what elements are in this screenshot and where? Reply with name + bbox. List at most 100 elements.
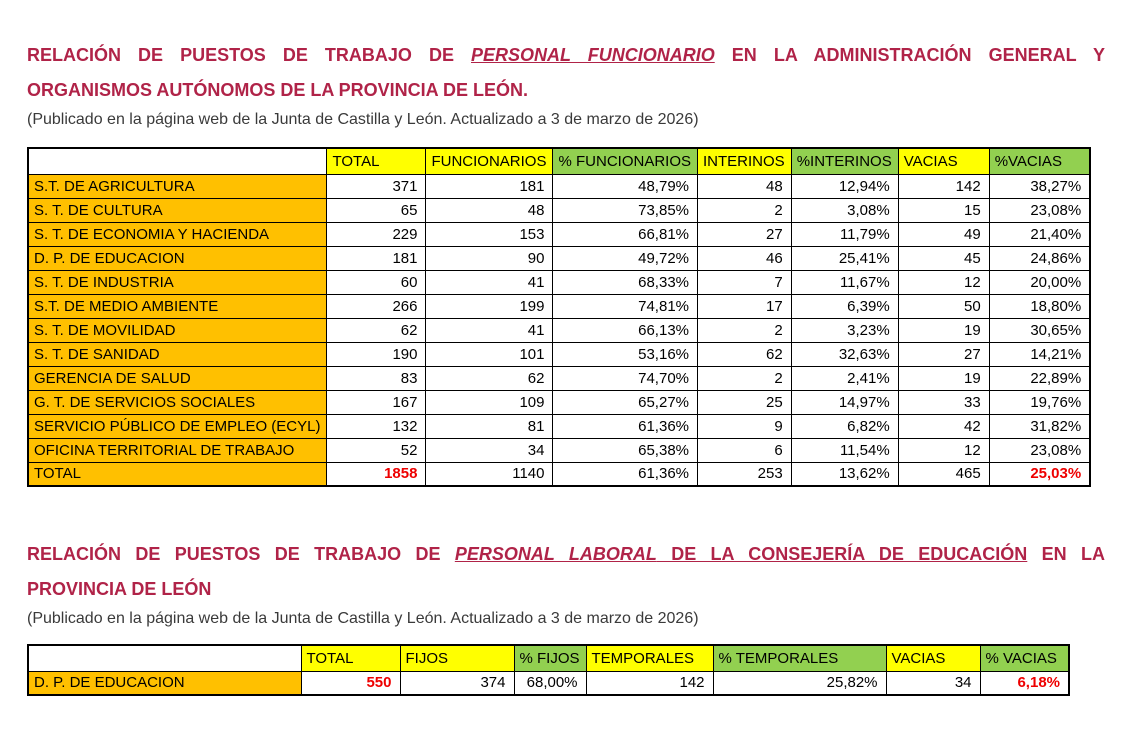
value-cell-interinos: 17 — [697, 293, 792, 319]
value-cell-total: 60 — [326, 269, 427, 295]
section2-title-line2: PROVINCIA DE LEÓN — [27, 579, 212, 599]
funcionario-table: TOTAL FUNCIONARIOS % FUNCIONARIOS INTERI… — [27, 147, 1092, 487]
row-label-cell: S.T. DE MEDIO AMBIENTE — [27, 293, 328, 319]
value-cell-pct-temporales: 25,82% — [712, 670, 887, 696]
value-cell-pct-vacias: 23,08% — [988, 437, 1091, 463]
total-row: TOTAL 1858 1140 61,36% 253 13,62% 465 25… — [27, 461, 1091, 487]
value-cell-pct-vacias: 19,76% — [988, 389, 1091, 415]
value-cell-pct-interinos: 6,82% — [790, 413, 899, 439]
column-header-blank — [27, 644, 302, 672]
value-cell-pct-funcionarios: 74,81% — [552, 293, 698, 319]
row-label-cell: S. T. DE ECONOMIA Y HACIENDA — [27, 221, 328, 247]
value-cell-total: 181 — [326, 245, 427, 271]
table-row: S. T. DE CULTURA 65 48 73,85% 2 3,08% 15… — [27, 197, 1091, 223]
value-cell-interinos: 2 — [697, 365, 792, 391]
title-text: RELACIÓN DE PUESTOS DE TRABAJO DE — [27, 544, 455, 564]
value-cell-pct-funcionarios: 65,27% — [552, 389, 698, 415]
value-cell-vacias: 50 — [897, 293, 990, 319]
value-cell-funcionarios: 41 — [425, 317, 554, 343]
total-value-cell-total: 1858 — [326, 461, 427, 487]
section2-title: RELACIÓN DE PUESTOS DE TRABAJO DE PERSON… — [27, 537, 1105, 607]
table-row: S.T. DE MEDIO AMBIENTE 266 199 74,81% 17… — [27, 293, 1091, 319]
value-cell-interinos: 62 — [697, 341, 792, 367]
value-cell-interinos: 2 — [697, 317, 792, 343]
row-label-cell: S. T. DE MOVILIDAD — [27, 317, 328, 343]
table-row: S. T. DE ECONOMIA Y HACIENDA 229 153 66,… — [27, 221, 1091, 247]
document-page: RELACIÓN DE PUESTOS DE TRABAJO DE PERSON… — [27, 38, 1105, 696]
section2-title-line1: RELACIÓN DE PUESTOS DE TRABAJO DE PERSON… — [27, 537, 1105, 572]
value-cell-interinos: 6 — [697, 437, 792, 463]
section1-title-line2: ORGANISMOS AUTÓNOMOS DE LA PROVINCIA DE … — [27, 80, 529, 100]
total-value-cell-interinos: 253 — [697, 461, 792, 487]
laboral-table-header-row: TOTAL FIJOS % FIJOS TEMPORALES % TEMPORA… — [27, 644, 1070, 672]
value-cell-pct-interinos: 12,94% — [790, 173, 899, 199]
value-cell-total: 550 — [300, 670, 401, 696]
value-cell-total: 167 — [326, 389, 427, 415]
value-cell-funcionarios: 199 — [425, 293, 554, 319]
value-cell-pct-interinos: 2,41% — [790, 365, 899, 391]
value-cell-pct-funcionarios: 74,70% — [552, 365, 698, 391]
value-cell-vacias: 15 — [897, 197, 990, 223]
column-header-blank — [27, 147, 328, 175]
value-cell-pct-funcionarios: 73,85% — [552, 197, 698, 223]
value-cell-pct-funcionarios: 65,38% — [552, 437, 698, 463]
column-header-interinos: INTERINOS — [697, 147, 792, 175]
section1-title: RELACIÓN DE PUESTOS DE TRABAJO DE PERSON… — [27, 38, 1105, 108]
section1-subtitle: (Publicado en la página web de la Junta … — [27, 111, 699, 128]
value-cell-pct-funcionarios: 66,13% — [552, 317, 698, 343]
value-cell-vacias: 27 — [897, 341, 990, 367]
value-cell-pct-interinos: 11,79% — [790, 221, 899, 247]
row-label-cell: OFICINA TERRITORIAL DE TRABAJO — [27, 437, 328, 463]
row-label-cell: S. T. DE SANIDAD — [27, 341, 328, 367]
value-cell-pct-funcionarios: 68,33% — [552, 269, 698, 295]
value-cell-pct-vacias: 21,40% — [988, 221, 1091, 247]
value-cell-interinos: 25 — [697, 389, 792, 415]
value-cell-funcionarios: 62 — [425, 365, 554, 391]
value-cell-vacias: 19 — [897, 317, 990, 343]
value-cell-pct-funcionarios: 53,16% — [552, 341, 698, 367]
table-row: D. P. DE EDUCACION 550 374 68,00% 142 25… — [27, 670, 1070, 696]
row-label-cell: D. P. DE EDUCACION — [27, 670, 302, 696]
table-row: S. T. DE MOVILIDAD 62 41 66,13% 2 3,23% … — [27, 317, 1091, 343]
value-cell-pct-vacias: 38,27% — [988, 173, 1091, 199]
value-cell-pct-vacias: 6,18% — [979, 670, 1070, 696]
row-label-cell: D. P. DE EDUCACION — [27, 245, 328, 271]
value-cell-pct-interinos: 14,97% — [790, 389, 899, 415]
value-cell-pct-vacias: 30,65% — [988, 317, 1091, 343]
table-row: S.T. DE AGRICULTURA 371 181 48,79% 48 12… — [27, 173, 1091, 199]
value-cell-pct-fijos: 68,00% — [513, 670, 587, 696]
value-cell-interinos: 7 — [697, 269, 792, 295]
total-value-cell-funcionarios: 1140 — [425, 461, 554, 487]
value-cell-interinos: 9 — [697, 413, 792, 439]
value-cell-total: 190 — [326, 341, 427, 367]
column-header-temporales: TEMPORALES — [585, 644, 714, 672]
funcionario-table-header-row: TOTAL FUNCIONARIOS % FUNCIONARIOS INTERI… — [27, 147, 1091, 175]
value-cell-interinos: 27 — [697, 221, 792, 247]
table-row: S. T. DE INDUSTRIA 60 41 68,33% 7 11,67%… — [27, 269, 1091, 295]
value-cell-total: 62 — [326, 317, 427, 343]
value-cell-funcionarios: 34 — [425, 437, 554, 463]
value-cell-pct-vacias: 20,00% — [988, 269, 1091, 295]
value-cell-pct-vacias: 18,80% — [988, 293, 1091, 319]
column-header-total: TOTAL — [326, 147, 427, 175]
title-text: EN LA — [1027, 544, 1105, 564]
value-cell-total: 132 — [326, 413, 427, 439]
value-cell-funcionarios: 48 — [425, 197, 554, 223]
value-cell-vacias: 42 — [897, 413, 990, 439]
column-header-fijos: FIJOS — [399, 644, 515, 672]
total-value-cell-pct-interinos: 13,62% — [790, 461, 899, 487]
value-cell-pct-vacias: 22,89% — [988, 365, 1091, 391]
value-cell-total: 65 — [326, 197, 427, 223]
table-row: SERVICIO PÚBLICO DE EMPLEO (ECYL) 132 81… — [27, 413, 1091, 439]
table-row: OFICINA TERRITORIAL DE TRABAJO 52 34 65,… — [27, 437, 1091, 463]
value-cell-pct-vacias: 24,86% — [988, 245, 1091, 271]
value-cell-vacias: 12 — [897, 437, 990, 463]
value-cell-vacias: 33 — [897, 389, 990, 415]
column-header-total: TOTAL — [300, 644, 401, 672]
value-cell-total: 52 — [326, 437, 427, 463]
row-label-cell: S. T. DE INDUSTRIA — [27, 269, 328, 295]
title-text: EN LA ADMINISTRACIÓN GENERAL Y — [714, 45, 1105, 65]
value-cell-funcionarios: 81 — [425, 413, 554, 439]
value-cell-pct-interinos: 25,41% — [790, 245, 899, 271]
value-cell-pct-vacias: 31,82% — [988, 413, 1091, 439]
